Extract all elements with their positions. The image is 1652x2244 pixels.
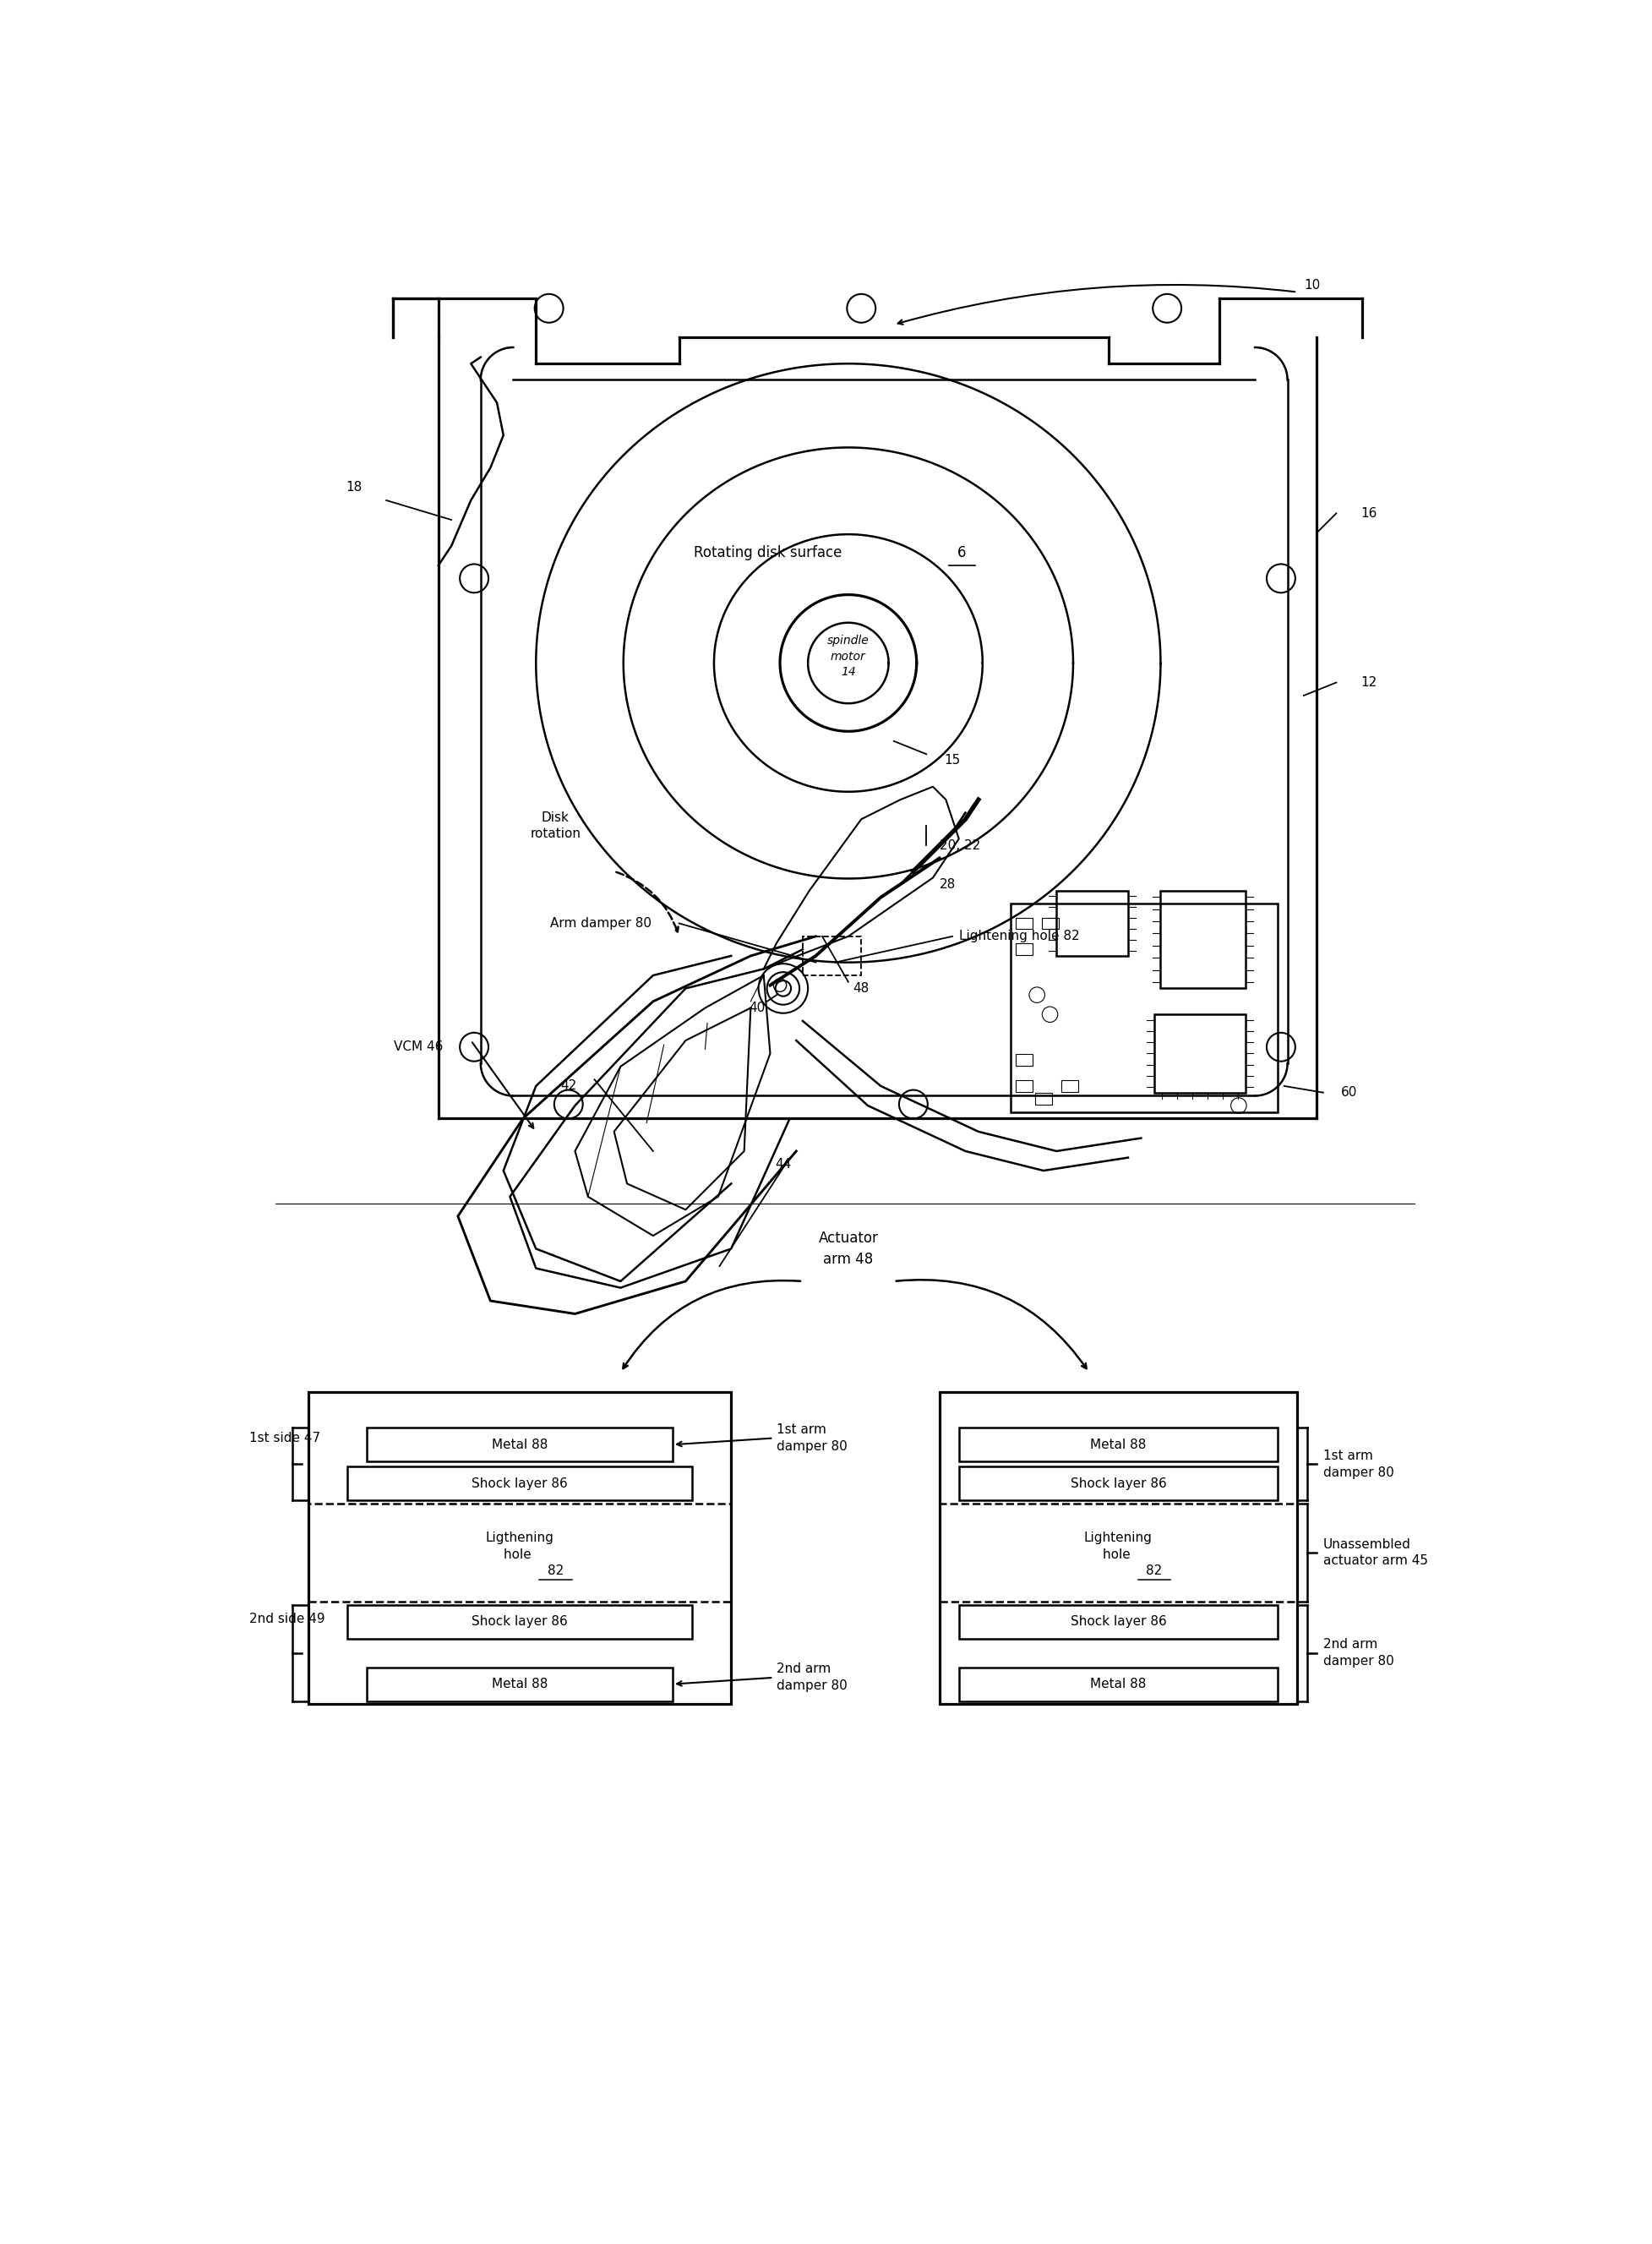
Bar <box>367 1427 672 1461</box>
Text: 28: 28 <box>940 877 955 891</box>
Text: Unassembled
actuator arm 45: Unassembled actuator arm 45 <box>1323 1537 1427 1566</box>
Text: 2nd arm
damper 80: 2nd arm damper 80 <box>776 1663 847 1692</box>
Text: Metal 88: Metal 88 <box>492 1679 548 1690</box>
Text: Metal 88: Metal 88 <box>492 1438 548 1452</box>
Bar <box>940 1391 1297 1703</box>
Text: Actuator
arm 48: Actuator arm 48 <box>818 1230 879 1268</box>
Text: Metal 88: Metal 88 <box>1090 1679 1146 1690</box>
Text: 10: 10 <box>1303 278 1320 292</box>
Text: 48: 48 <box>852 983 869 994</box>
Text: 44: 44 <box>775 1158 791 1171</box>
Bar <box>347 1468 692 1501</box>
Text: 20, 22: 20, 22 <box>940 839 980 850</box>
Bar <box>958 1427 1277 1461</box>
Bar <box>1016 1079 1032 1093</box>
Text: Disk
rotation: Disk rotation <box>530 810 582 842</box>
Text: 40: 40 <box>748 1001 765 1014</box>
Text: Shock layer 86: Shock layer 86 <box>1070 1616 1166 1627</box>
Text: Shock layer 86: Shock layer 86 <box>471 1616 568 1627</box>
Text: 16: 16 <box>1361 507 1378 521</box>
Text: Ligthening
hole: Ligthening hole <box>486 1530 553 1562</box>
Bar <box>958 1667 1277 1701</box>
Bar <box>1041 918 1059 929</box>
Text: 60: 60 <box>1341 1086 1358 1100</box>
Text: Rotating disk surface: Rotating disk surface <box>694 545 846 561</box>
Text: 6: 6 <box>958 545 966 561</box>
Bar <box>309 1391 732 1703</box>
Text: Lightening hole 82: Lightening hole 82 <box>958 929 1079 942</box>
Text: Arm damper 80: Arm damper 80 <box>550 918 653 929</box>
Text: Metal 88: Metal 88 <box>1090 1438 1146 1452</box>
Text: 1st side 47: 1st side 47 <box>249 1432 320 1445</box>
Bar <box>1016 942 1032 956</box>
Bar <box>1161 891 1246 987</box>
Text: Lightening
hole: Lightening hole <box>1084 1530 1153 1562</box>
Bar <box>309 1503 732 1602</box>
Text: Shock layer 86: Shock layer 86 <box>471 1477 568 1490</box>
Text: Shock layer 86: Shock layer 86 <box>1070 1477 1166 1490</box>
Bar <box>347 1604 692 1638</box>
Text: 2nd side 49: 2nd side 49 <box>249 1613 325 1625</box>
Bar <box>1036 1093 1052 1104</box>
Bar <box>940 1503 1297 1602</box>
Text: 12: 12 <box>1361 675 1376 689</box>
Text: spindle
motor
14: spindle motor 14 <box>828 635 869 678</box>
Text: 42: 42 <box>560 1079 577 1093</box>
Bar <box>1016 918 1032 929</box>
Text: VCM 46: VCM 46 <box>395 1041 443 1052</box>
Text: 18: 18 <box>345 480 362 494</box>
Text: 82: 82 <box>1146 1564 1163 1578</box>
Bar <box>958 1604 1277 1638</box>
Text: 82: 82 <box>547 1564 563 1578</box>
Bar <box>958 1468 1277 1501</box>
Bar <box>1155 1014 1246 1093</box>
Text: 2nd arm
damper 80: 2nd arm damper 80 <box>1323 1638 1394 1667</box>
Bar <box>1016 1055 1032 1066</box>
Text: 1st arm
damper 80: 1st arm damper 80 <box>1323 1450 1394 1479</box>
Text: 1st arm
damper 80: 1st arm damper 80 <box>776 1423 847 1452</box>
Bar <box>1011 904 1277 1113</box>
Bar <box>1061 1079 1079 1093</box>
Bar <box>367 1667 672 1701</box>
Text: 15: 15 <box>945 754 960 767</box>
Bar <box>1057 891 1128 956</box>
